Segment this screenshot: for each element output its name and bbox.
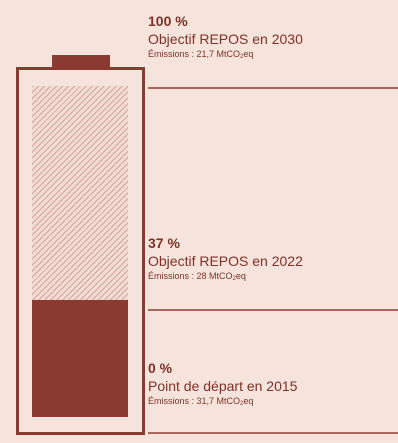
- milestone-2030: 100 % Objectif REPOS en 2030 Émissions :…: [148, 13, 398, 64]
- milestone-emissions: Émissions : 28 MtCO2eq: [148, 271, 246, 282]
- divider-line: [148, 87, 398, 89]
- milestone-percent: 0 %: [148, 360, 173, 376]
- milestone-2022: 37 % Objectif REPOS en 2022 Émissions : …: [148, 235, 398, 286]
- milestone-percent: 100 %: [148, 13, 188, 29]
- battery-target-level: [32, 86, 128, 300]
- battery-cap: [52, 55, 110, 69]
- milestone-title: Point de départ en 2015: [148, 378, 298, 394]
- battery-current-level: [32, 300, 128, 417]
- milestone-percent: 37 %: [148, 235, 180, 251]
- battery-graphic: [0, 0, 145, 443]
- divider-line: [148, 432, 398, 434]
- milestone-emissions: Émissions : 31,7 MtCO2eq: [148, 396, 254, 407]
- milestone-2015: 0 % Point de départ en 2015 Émissions : …: [148, 360, 398, 411]
- milestone-title: Objectif REPOS en 2022: [148, 253, 303, 269]
- milestone-title: Objectif REPOS en 2030: [148, 31, 303, 47]
- milestone-emissions: Émissions : 21,7 MtCO2eq: [148, 49, 254, 60]
- divider-line: [148, 309, 398, 311]
